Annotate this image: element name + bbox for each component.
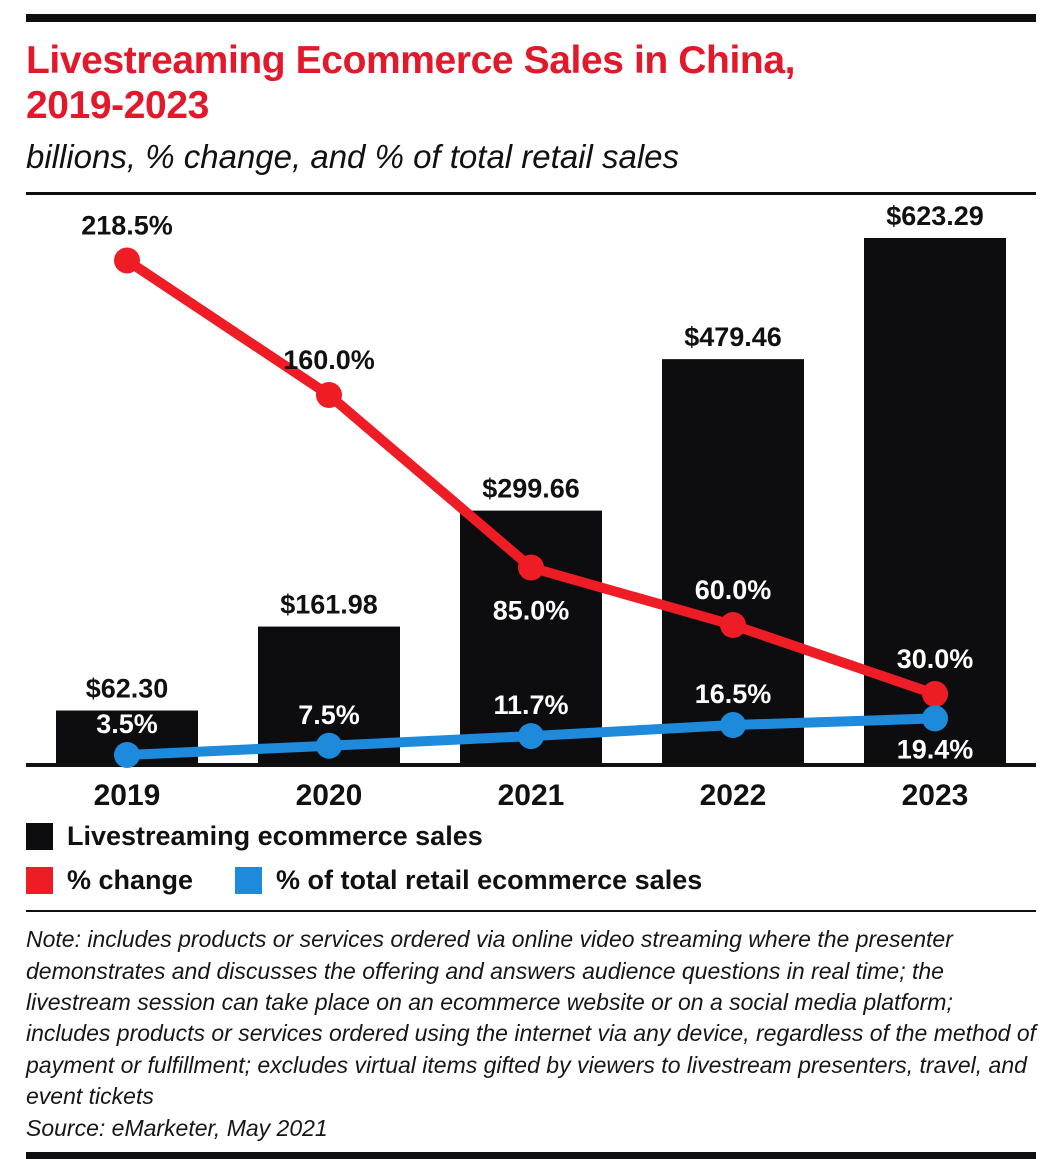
top-rule <box>26 14 1036 22</box>
x-axis-line <box>26 763 1036 768</box>
x-axis-label-2020: 2020 <box>296 779 363 812</box>
chart-subtitle: billions, % change, and % of total retai… <box>26 138 680 176</box>
pct-change-label-2019: 218.5% <box>81 211 173 241</box>
chart-title: Livestreaming Ecommerce Sales in China, … <box>26 39 796 128</box>
pct-total-retail-label-2022: 16.5% <box>695 680 772 710</box>
combo-chart: $62.30 $161.98 $299.66 $479.46 $623.29 218.5%… <box>26 203 1036 819</box>
pct-change-label-2021: 85.0% <box>493 596 570 626</box>
pct-total-retail-point-2022 <box>720 712 746 739</box>
pct-total-retail-point-2023 <box>922 705 948 732</box>
legend-label-livestreaming-sales: Livestreaming ecommerce sales <box>67 821 483 852</box>
x-axis-label-2023: 2023 <box>902 779 969 812</box>
pct-change-point-2022 <box>720 612 746 639</box>
pct-change-label-2022: 60.0% <box>695 575 772 605</box>
bar-value-label-2022: $479.46 <box>684 323 782 353</box>
legend: Livestreaming ecommerce sales % change %… <box>26 821 1036 896</box>
bar-value-label-2020: $161.98 <box>280 590 378 620</box>
bottom-rule <box>26 1152 1036 1159</box>
footer-divider <box>26 910 1036 913</box>
chart-svg: $62.30 $161.98 $299.66 $479.46 $623.29 218.5%… <box>26 203 1036 812</box>
bar-value-label-2019: $62.30 <box>86 674 169 704</box>
bar-value-label-2021: $299.66 <box>482 474 580 504</box>
pct-total-retail-label-2019: 3.5% <box>96 709 158 739</box>
legend-swatch-pct-total-retail <box>235 867 263 895</box>
legend-label-pct-total-retail: % of total retail ecommerce sales <box>276 865 703 896</box>
pct-total-retail-point-2021 <box>518 723 544 750</box>
legend-row-2: % change % of total retail ecommerce sal… <box>26 865 1036 896</box>
x-axis-label-2019: 2019 <box>94 779 161 812</box>
pct-change-point-2019 <box>114 247 140 274</box>
header-divider <box>26 192 1036 196</box>
bar-2022 <box>662 359 804 764</box>
pct-change-point-2021 <box>518 554 544 581</box>
note-text: Note: includes products or services orde… <box>26 926 1037 1109</box>
x-axis-label-2022: 2022 <box>700 779 767 812</box>
pct-total-retail-label-2023: 19.4% <box>897 735 974 765</box>
pct-total-retail-point-2019 <box>114 742 140 769</box>
source-text: Source: eMarketer, May 2021 <box>26 1115 328 1142</box>
legend-label-pct-change: % change <box>67 865 194 896</box>
legend-swatch-pct-change <box>26 867 53 895</box>
pct-total-retail-point-2020 <box>316 733 342 760</box>
legend-row-1: Livestreaming ecommerce sales <box>26 821 1036 852</box>
bar-value-label-2023: $623.29 <box>886 203 984 231</box>
pct-total-retail-label-2020: 7.5% <box>298 700 360 730</box>
pct-total-retail-label-2021: 11.7% <box>493 691 568 721</box>
legend-swatch-livestreaming-sales <box>26 823 53 851</box>
pct-change-label-2023: 30.0% <box>897 644 974 674</box>
pct-change-label-2020: 160.0% <box>283 345 375 375</box>
x-axis-label-2021: 2021 <box>498 779 565 812</box>
pct-change-point-2023 <box>922 681 948 708</box>
bar-2021 <box>460 511 602 764</box>
pct-change-point-2020 <box>316 382 342 409</box>
